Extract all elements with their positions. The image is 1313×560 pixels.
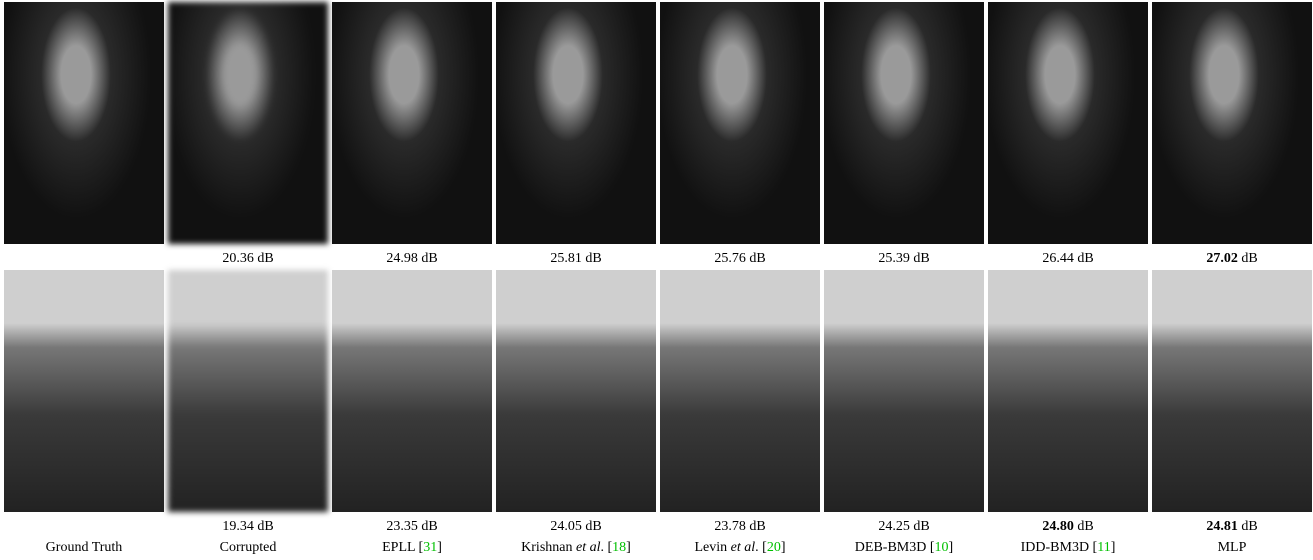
psnr-unit: dB	[421, 251, 437, 266]
label-text: Krishnan	[521, 540, 576, 555]
result-image	[496, 2, 656, 244]
psnr-caption: 23.78 dB	[660, 519, 820, 535]
psnr-value: 20.36	[222, 251, 254, 266]
result-image	[660, 270, 820, 512]
psnr-unit: dB	[913, 251, 929, 266]
psnr-unit: dB	[1241, 251, 1257, 266]
label-text: DEB-BM3D [	[855, 540, 935, 555]
psnr-caption: 24.98 dB	[332, 251, 492, 267]
label-text: MLP	[1218, 540, 1247, 555]
method-label: EPLL [31]	[332, 540, 492, 556]
method-label: Ground Truth	[4, 540, 164, 556]
citation: 11	[1097, 540, 1110, 555]
label-text: ]	[626, 540, 631, 555]
psnr-value: 24.98	[386, 251, 418, 266]
method-label: Corrupted	[168, 540, 328, 556]
psnr-caption: 25.81 dB	[496, 251, 656, 267]
psnr-value: 24.05	[550, 519, 582, 534]
psnr-unit: dB	[913, 519, 929, 534]
result-image	[988, 270, 1148, 512]
psnr-caption: 24.25 dB	[824, 519, 984, 535]
psnr-value: 24.80	[1042, 519, 1074, 534]
psnr-unit: dB	[585, 519, 601, 534]
method-label: Levin et al. [20]	[660, 540, 820, 556]
result-image	[988, 2, 1148, 244]
label-text: ]	[1111, 540, 1116, 555]
psnr-unit: dB	[1077, 519, 1093, 534]
result-image	[496, 270, 656, 512]
psnr-value: 23.35	[386, 519, 418, 534]
label-text: et al	[731, 540, 756, 555]
psnr-unit: dB	[749, 251, 765, 266]
label-text: et al	[576, 540, 601, 555]
result-image	[824, 270, 984, 512]
psnr-caption: 19.34 dB	[168, 519, 328, 535]
psnr-caption: 23.35 dB	[332, 519, 492, 535]
label-text: EPLL [	[382, 540, 423, 555]
label-text: . [	[755, 540, 767, 555]
label-text: ]	[949, 540, 954, 555]
citation: 20	[767, 540, 781, 555]
result-image	[824, 2, 984, 244]
psnr-value: 24.81	[1206, 519, 1238, 534]
result-image	[1152, 270, 1312, 512]
psnr-caption: 25.76 dB	[660, 251, 820, 267]
psnr-value: 23.78	[714, 519, 746, 534]
result-image	[332, 270, 492, 512]
psnr-value: 25.76	[714, 251, 746, 266]
result-image	[332, 2, 492, 244]
label-text: Corrupted	[220, 540, 277, 555]
psnr-value: 19.34	[222, 519, 254, 534]
psnr-unit: dB	[1241, 519, 1257, 534]
psnr-caption: 24.80 dB	[988, 519, 1148, 535]
citation: 10	[935, 540, 949, 555]
psnr-value: 25.39	[878, 251, 910, 266]
psnr-value: 26.44	[1042, 251, 1074, 266]
psnr-caption: 24.05 dB	[496, 519, 656, 535]
result-image	[4, 2, 164, 244]
method-label: Krishnan et al. [18]	[496, 540, 656, 556]
label-text: ]	[781, 540, 786, 555]
result-image	[1152, 2, 1312, 244]
psnr-caption: 27.02 dB	[1152, 251, 1312, 267]
psnr-caption: 25.39 dB	[824, 251, 984, 267]
label-text: Levin	[695, 540, 731, 555]
method-label: MLP	[1152, 540, 1312, 556]
label-text: Ground Truth	[46, 540, 123, 555]
result-image	[168, 270, 328, 512]
label-text: ]	[437, 540, 442, 555]
psnr-unit: dB	[257, 251, 273, 266]
result-image	[4, 270, 164, 512]
psnr-caption: 26.44 dB	[988, 251, 1148, 267]
psnr-value: 25.81	[550, 251, 582, 266]
label-text: IDD-BM3D [	[1021, 540, 1098, 555]
citation: 18	[612, 540, 626, 555]
psnr-caption: 24.81 dB	[1152, 519, 1312, 535]
psnr-unit: dB	[421, 519, 437, 534]
method-label: DEB-BM3D [10]	[824, 540, 984, 556]
method-label: IDD-BM3D [11]	[988, 540, 1148, 556]
result-image	[660, 2, 820, 244]
psnr-caption: 20.36 dB	[168, 251, 328, 267]
psnr-value: 27.02	[1206, 251, 1238, 266]
psnr-value: 24.25	[878, 519, 910, 534]
psnr-unit: dB	[749, 519, 765, 534]
result-image	[168, 2, 328, 244]
figure: 20.36 dB24.98 dB25.81 dB25.76 dB25.39 dB…	[0, 0, 1313, 560]
citation: 31	[423, 540, 437, 555]
psnr-unit: dB	[257, 519, 273, 534]
label-text: . [	[600, 540, 612, 555]
psnr-unit: dB	[1077, 251, 1093, 266]
psnr-unit: dB	[585, 251, 601, 266]
